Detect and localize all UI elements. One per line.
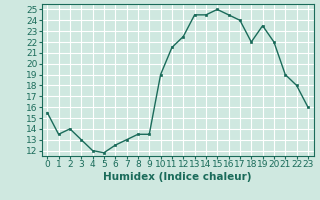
X-axis label: Humidex (Indice chaleur): Humidex (Indice chaleur)	[103, 172, 252, 182]
